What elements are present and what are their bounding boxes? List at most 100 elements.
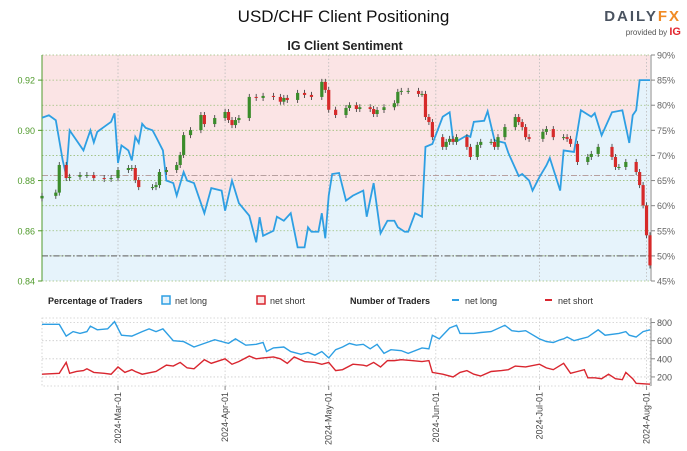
legend-pct-short-swatch: [256, 295, 266, 305]
candle-body: [226, 112, 231, 121]
candle-body: [202, 115, 206, 125]
right-axis-label: 50%: [657, 251, 675, 261]
candle-body: [451, 138, 455, 142]
candle-body: [233, 120, 238, 126]
right-axis-label: 75%: [657, 126, 675, 136]
candle-body: [102, 178, 106, 180]
legend-num-short: net short: [558, 296, 594, 306]
candle-body: [575, 143, 580, 162]
candle-body: [541, 131, 545, 139]
candle-body: [323, 81, 327, 90]
candle-body: [527, 137, 531, 139]
left-axis-label: 0.86: [17, 226, 35, 236]
candle-body: [517, 117, 521, 123]
candle-body: [496, 137, 500, 147]
candle-body: [223, 112, 227, 119]
logo-brand-b: FX: [657, 8, 681, 25]
candle-body: [448, 138, 452, 142]
candle-body: [399, 90, 403, 92]
dailyfx-logo: DAILYFX provided by IG: [604, 8, 681, 38]
candle-body: [634, 161, 638, 173]
legend-pct-long: net long: [175, 296, 207, 306]
candle-body: [358, 107, 362, 109]
candle-body: [126, 168, 130, 171]
candle-body: [54, 192, 58, 196]
candle-body: [624, 161, 628, 167]
candle-body: [638, 172, 642, 186]
candle-body: [441, 137, 445, 147]
candle-body: [382, 107, 386, 110]
candle-body: [347, 105, 352, 108]
candle-body: [427, 117, 431, 123]
right-axis-label: 85%: [657, 76, 675, 86]
candle-body: [406, 90, 410, 92]
candle-body: [354, 105, 358, 109]
candle-body: [150, 187, 155, 189]
x-axis-label: 2024-May-01: [324, 392, 334, 445]
candle-body: [617, 166, 621, 168]
candle-body: [589, 153, 593, 157]
candle-body: [85, 175, 89, 177]
candle-body: [296, 92, 300, 100]
left-axis-label: 0.84: [17, 277, 35, 287]
candle-body: [465, 137, 469, 147]
candle-body: [420, 93, 424, 95]
candle-body: [109, 178, 113, 180]
candle-body: [513, 117, 517, 128]
candle-body: [520, 122, 524, 128]
candle-body: [230, 120, 234, 126]
subchart-title: IG Client Sentiment: [287, 39, 403, 53]
legend-num-long: net long: [465, 296, 497, 306]
candle-body: [479, 141, 483, 145]
candle-body: [247, 96, 251, 119]
candle-body: [327, 89, 331, 110]
candle-body: [278, 96, 282, 102]
candle-body: [586, 156, 590, 162]
left-axis-label: 0.88: [17, 176, 35, 186]
candle-body: [392, 103, 396, 108]
logo-brand-a: DAILY: [604, 8, 658, 25]
logo-ig: IG: [669, 26, 681, 38]
candle-body: [92, 175, 96, 179]
candle-body: [641, 185, 645, 206]
right-axis-label: 70%: [657, 151, 675, 161]
right-axis-label: 45%: [657, 277, 675, 287]
x-axis-label: 2024-Mar-01: [113, 392, 123, 444]
candle-body: [396, 91, 400, 104]
candle-body: [213, 118, 217, 125]
x-axis-label: 2024-Aug-01: [642, 392, 652, 444]
traders-panel: [41, 317, 651, 387]
candle-body: [551, 129, 555, 138]
chart-title: USD/CHF Client Positioning: [237, 7, 450, 26]
candle-body: [78, 175, 82, 177]
candle-body: [430, 122, 434, 138]
candle-body: [57, 164, 61, 193]
candle-body: [237, 118, 241, 121]
candle-body: [320, 81, 324, 97]
candle-body: [164, 170, 168, 173]
candle-body: [199, 115, 203, 131]
candle-body: [475, 144, 479, 157]
legend: Percentage of Traders net long net short…: [48, 295, 594, 306]
traders-axis-label: 200: [657, 372, 672, 382]
right-axis-label: 55%: [657, 226, 675, 236]
candle-body: [568, 138, 573, 144]
candle-body: [423, 93, 428, 118]
right-axis-label: 80%: [657, 101, 675, 111]
right-axis-label: 90%: [657, 51, 675, 61]
candle-body: [468, 146, 472, 157]
x-axis-label: 2024-Jul-01: [534, 392, 544, 440]
legend-pct-long-swatch: [161, 295, 171, 305]
legend-pct-title: Percentage of Traders: [48, 296, 143, 306]
candle-body: [610, 146, 614, 157]
candle-body: [596, 146, 600, 154]
net-short-count-line: [41, 355, 651, 385]
candle-body: [489, 141, 493, 143]
x-axis-label: 2024-Jun-01: [431, 392, 441, 443]
candle-body: [282, 97, 286, 102]
legend-pct-short: net short: [270, 296, 306, 306]
candle-body: [648, 235, 652, 266]
candle-body: [254, 96, 258, 98]
candle-body: [644, 205, 649, 236]
candle-body: [285, 97, 289, 100]
